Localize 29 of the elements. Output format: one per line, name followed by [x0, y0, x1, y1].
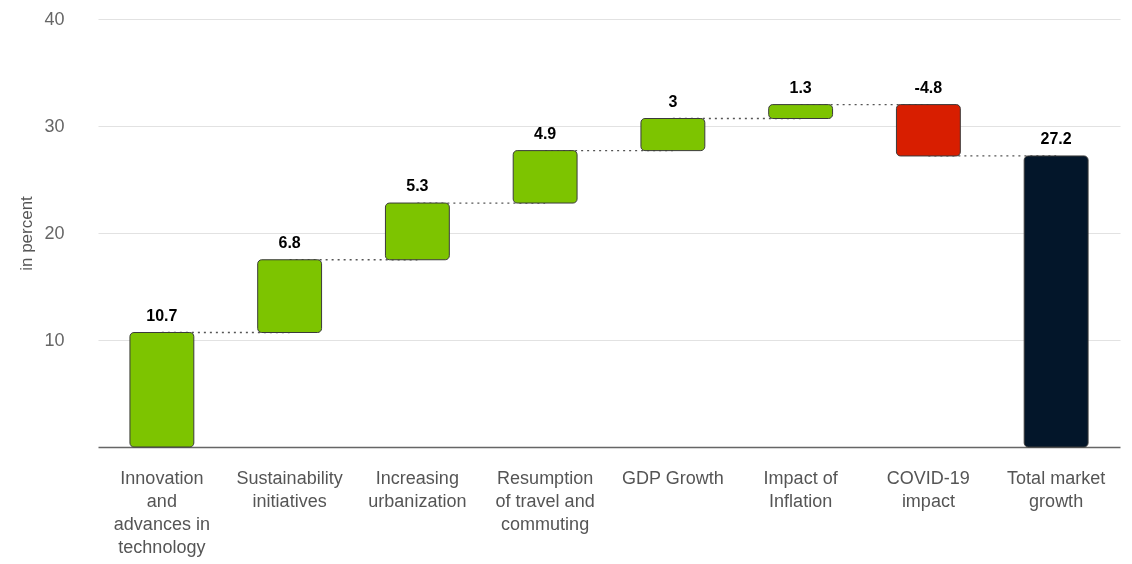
bar	[384, 202, 450, 261]
y-tick-label: 40	[44, 8, 65, 29]
bar	[257, 259, 323, 334]
data-label: 1.3	[789, 78, 812, 96]
y-tick-label: 20	[44, 222, 65, 243]
y-tick-label: 10	[44, 329, 65, 350]
bar	[512, 150, 578, 204]
data-label: 27.2	[1040, 129, 1072, 147]
data-label: 5.3	[406, 177, 429, 195]
x-tick-label: Sustainability initiatives	[236, 467, 343, 511]
bar	[895, 104, 961, 157]
x-tick-label: Impact of Inflation	[763, 467, 839, 511]
bar	[640, 118, 706, 152]
bar	[768, 104, 834, 120]
x-tick-label: Increasing urbanization	[368, 467, 467, 511]
y-axis-title: in percent	[17, 195, 37, 271]
y-tick-label: 30	[44, 115, 65, 136]
x-tick-label: GDP Growth	[622, 467, 724, 488]
data-label: 3	[668, 92, 678, 110]
data-label: 6.8	[278, 233, 301, 251]
x-tick-label: Total market growth	[1007, 467, 1106, 511]
bar	[129, 332, 195, 448]
data-label: 10.7	[146, 306, 178, 324]
x-tick-label: Resumption of travel and commuting	[495, 467, 595, 534]
data-label: -4.8	[914, 78, 943, 96]
data-label: 4.9	[534, 124, 557, 142]
bar	[1023, 155, 1089, 448]
x-tick-label: COVID-19 impact	[886, 467, 970, 511]
x-tick-label: Innovation and advances in technology	[113, 467, 210, 557]
